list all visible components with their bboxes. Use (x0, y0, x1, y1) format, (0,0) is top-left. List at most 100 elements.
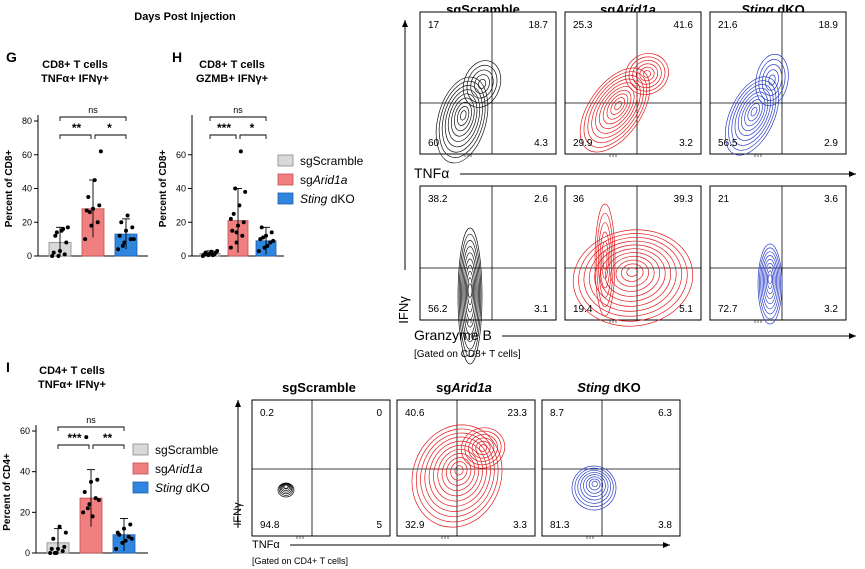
data-point (209, 249, 214, 254)
contour-line (761, 255, 779, 310)
contour-line (615, 259, 649, 287)
cd4-panel-title: Sting dKO (577, 380, 641, 395)
cd8-gzmb-panel-2-q-lower-left: 72.7 (718, 304, 738, 315)
contour-line (758, 247, 782, 320)
cd8-y-axis-label: IFNγ (396, 296, 411, 324)
y-tick-label: 20 (20, 507, 30, 517)
significance-bracket (239, 134, 267, 139)
cd8-tnf-panel-0-q-upper-right: 18.7 (529, 20, 549, 31)
significance-bracket (59, 116, 127, 121)
contour-line (583, 236, 683, 317)
contour-line (437, 449, 480, 497)
contour-line (468, 434, 498, 462)
contour-line (283, 484, 289, 489)
contour-line (610, 97, 626, 115)
contour-line (415, 428, 499, 523)
data-point (83, 237, 88, 242)
significance-label: ns (233, 105, 243, 115)
legend-swatch (277, 173, 294, 186)
data-point (129, 536, 134, 541)
significance-label: *** (67, 431, 81, 445)
cd4-y-axis-label: IFNγ (232, 502, 244, 526)
data-point (65, 225, 70, 230)
y-axis-label: Percent of CD8+ (158, 150, 169, 228)
data-point (87, 502, 92, 507)
contour-line (747, 103, 761, 122)
contour-line (450, 461, 468, 481)
cd8-tnf-panel-2-q-lower-right: 2.9 (824, 138, 838, 149)
legend-label: sgArid1a (155, 462, 203, 476)
cd4-panel-2-q-upper-left: 8.7 (550, 408, 564, 419)
significance-label: ** (72, 121, 82, 135)
data-point (228, 216, 233, 221)
cd4-panel-title: sgArid1a (436, 380, 492, 395)
contour-line (594, 203, 616, 317)
contour-line (767, 274, 773, 284)
contour-line (628, 56, 666, 92)
contour-line (601, 240, 609, 280)
cd8-gzmb-axis-label: Granzyme B (414, 327, 492, 343)
significance-label: ** (103, 431, 113, 445)
data-point (93, 496, 98, 501)
cd8-tnf-axis-label: TNFα (414, 165, 449, 181)
contour-line (467, 283, 473, 298)
cd8-tnf-panel-1-q-upper-left: 25.3 (573, 20, 593, 31)
cd4-panel-1-q-lower-right: 3.3 (513, 520, 527, 531)
cd8-tnf-panel-0-frame (419, 11, 557, 155)
significance-label: *** (217, 121, 231, 135)
contour-line (724, 76, 780, 156)
data-point (228, 245, 233, 250)
data-point (98, 149, 103, 154)
contour-line (577, 469, 612, 504)
panel-letter-h: H (172, 49, 182, 65)
cd8-gzmb-panel-1-q-lower-left: 19.4 (573, 304, 593, 315)
contour-line (632, 59, 662, 89)
data-point (92, 178, 97, 183)
y-tick-label: 60 (176, 150, 186, 160)
contour-line (462, 60, 502, 108)
cd4-panel-2-q-upper-right: 6.3 (658, 408, 672, 419)
y-tick-label: 60 (22, 150, 32, 160)
contour-line (737, 91, 769, 136)
contour-line (411, 424, 503, 528)
cd4-panel-0-q-lower-left: 94.8 (260, 520, 280, 531)
cd8-gzmb-panel-0-frame (419, 185, 557, 321)
contour-line (757, 243, 783, 325)
y-tick-label: 20 (176, 217, 186, 227)
data-point (117, 233, 122, 238)
contour-line (588, 478, 601, 491)
cd4-panel-1-q-lower-left: 32.9 (405, 520, 425, 531)
contour-line (614, 101, 622, 111)
data-point (95, 220, 100, 225)
contour-line (594, 244, 672, 307)
contour-line (602, 250, 608, 270)
contour-line (460, 110, 467, 121)
data-point (234, 230, 239, 235)
chart-i-title-line1: CD4+ T cells (39, 365, 105, 377)
contour-line (460, 427, 506, 469)
data-point (84, 208, 89, 213)
data-point (82, 490, 87, 494)
panel-letter-g: G (6, 49, 17, 65)
flow-cytometry-cd4: sgScramble sgArid1a Sting dKO 0.2 0 94.8 5 40.6… (232, 380, 681, 566)
cd8-tnf-panel-2-q-lower-left: 56.5 (718, 138, 738, 149)
data-point (230, 228, 235, 233)
contour-line (574, 467, 614, 508)
cd8-gzmb-panel-1-q-upper-left: 36 (573, 194, 585, 205)
significance-bracket (57, 444, 90, 449)
data-point (122, 526, 126, 531)
contour-line (444, 89, 481, 148)
data-point (120, 243, 125, 248)
data-point (125, 213, 130, 218)
cd8-tnf-panel-1-frame (564, 11, 702, 155)
contour-line (580, 472, 609, 501)
data-point (256, 248, 261, 253)
cd8-tnf-panel-2-q-upper-right: 18.9 (819, 20, 839, 31)
contour-line (441, 85, 483, 153)
contour-line (466, 64, 498, 104)
data-point (87, 210, 92, 215)
contour-line (456, 106, 470, 126)
